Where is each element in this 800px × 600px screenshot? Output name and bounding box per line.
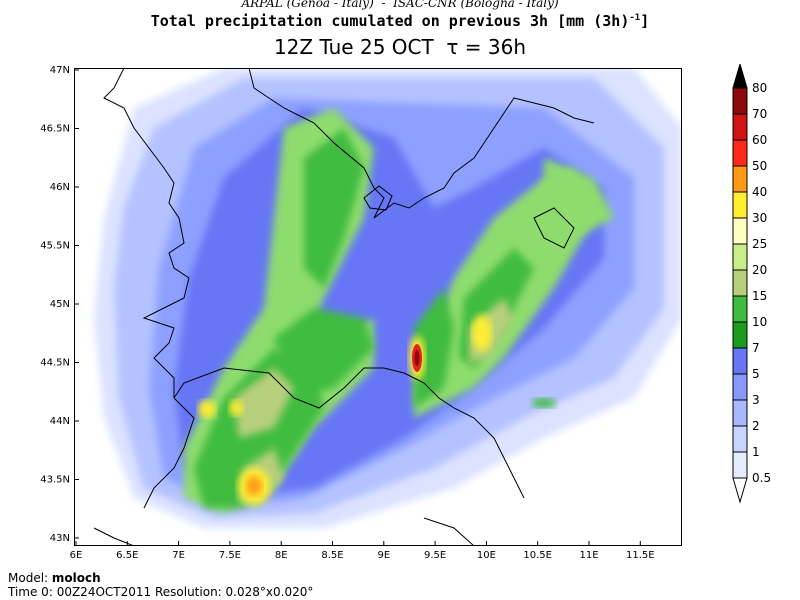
legend-level-label: 20 <box>752 263 767 277</box>
legend-color-box <box>732 295 748 323</box>
lat-label: 47N <box>50 65 70 76</box>
model-value: moloch <box>51 571 101 585</box>
lon-ticks <box>75 541 641 546</box>
legend-level-label: 30 <box>752 211 767 225</box>
institutions-line: ARPAL (Genoa - Italy) - ISAC-CNR (Bologn… <box>241 0 559 10</box>
model-label: Model: <box>8 571 49 585</box>
lon-label: 7.5E <box>219 550 241 561</box>
lon-label: 8.5E <box>321 550 343 561</box>
lon-label: 6E <box>70 550 83 561</box>
legend-color-box <box>732 243 748 271</box>
legend-color-box <box>732 347 748 375</box>
lat-label: 43N <box>50 533 70 544</box>
lat-label: 44.5N <box>40 358 70 369</box>
lat-label: 45N <box>50 299 70 310</box>
legend-color-box <box>732 139 748 167</box>
lat-label: 45.5N <box>40 241 70 252</box>
legend-color-box <box>732 191 748 219</box>
legend-level-label: 50 <box>752 159 767 173</box>
lat-ticks <box>74 69 79 539</box>
legend-color-box <box>732 321 748 349</box>
legend-color-box <box>732 113 748 141</box>
legend-level-label: 0.5 <box>752 471 771 485</box>
resolution-label: Resolution: <box>154 585 222 599</box>
legend-level-label: 70 <box>752 107 767 121</box>
color-legend: 0.5 1 2 3 5 7 10 15 20 25 30 40 50 60 70 80 <box>732 64 771 504</box>
precip-field <box>94 68 682 528</box>
legend-level-label: 25 <box>752 237 767 251</box>
lon-label: 9.5E <box>424 550 446 561</box>
forecast-time: 12Z Tue 25 OCT τ = 36h <box>273 35 527 59</box>
lon-label: 9E <box>377 550 390 561</box>
title-close: ] <box>640 12 650 30</box>
footer: Model: moloch Time 0: 00Z24OCT2011 Resol… <box>8 571 313 599</box>
lon-label: 8E <box>275 550 288 561</box>
lat-label: 46N <box>50 182 70 193</box>
legend-color-box <box>732 217 748 245</box>
legend-color-box <box>732 425 748 453</box>
time0-value: 00Z24OCT2011 <box>56 585 152 599</box>
legend-bottom-arrow <box>732 477 748 504</box>
lon-label: 6.5E <box>116 550 138 561</box>
lon-label: 10E <box>477 550 496 561</box>
legend-level-label: 3 <box>752 393 760 407</box>
lat-label: 43.5N <box>40 475 70 486</box>
time0-label: Time 0: <box>8 585 53 599</box>
lat-label: 44N <box>50 416 70 427</box>
legend-level-label: 60 <box>752 133 767 147</box>
lon-label: 7E <box>172 550 185 561</box>
lon-label: 10.5E <box>523 550 552 561</box>
legend-color-box <box>732 399 748 427</box>
model-line: Model: moloch <box>8 571 313 585</box>
time-line: Time 0: 00Z24OCT2011 Resolution: 0.028°x… <box>8 585 313 599</box>
legend-level-label: 10 <box>752 315 767 329</box>
lon-label: 11E <box>579 550 598 561</box>
title-text: Total precipitation cumulated on previou… <box>150 12 630 30</box>
lon-label: 11.5E <box>626 550 655 561</box>
chart-title: Total precipitation cumulated on previou… <box>0 12 800 30</box>
legend-top-arrow <box>732 64 748 89</box>
legend-level-label: 7 <box>752 341 760 355</box>
legend-level-label: 5 <box>752 367 760 381</box>
precipitation-map <box>74 68 682 546</box>
legend-color-box <box>732 269 748 297</box>
legend-level-label: 15 <box>752 289 767 303</box>
legend-level-label: 80 <box>752 81 767 95</box>
legend-color-box <box>732 451 748 479</box>
resolution-value: 0.028°x0.020° <box>225 585 314 599</box>
legend-level-label: 1 <box>752 445 760 459</box>
coastlines <box>93 68 595 546</box>
legend-color-box <box>732 87 748 115</box>
map-frame-box <box>74 68 682 546</box>
legend-color-box <box>732 373 748 401</box>
legend-level-label: 40 <box>752 185 767 199</box>
lat-label: 46.5N <box>40 124 70 135</box>
legend-color-box <box>732 165 748 193</box>
title-superscript: -1 <box>629 13 641 23</box>
legend-level-label: 2 <box>752 419 760 433</box>
